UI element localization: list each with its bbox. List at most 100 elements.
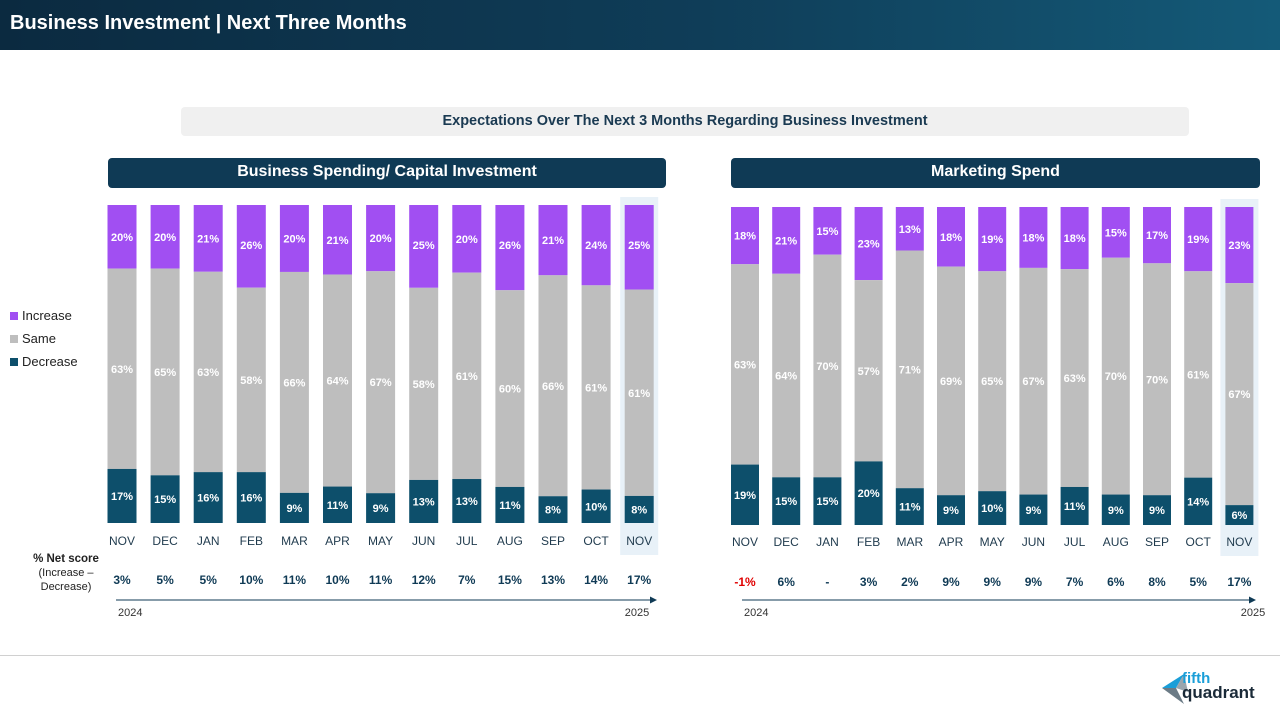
logo-mark-icon <box>1162 674 1188 704</box>
net-score-value: 11% <box>283 573 307 587</box>
bar-same-marketing <box>731 264 759 465</box>
bar-same-business <box>495 290 525 487</box>
net-score-value: 14% <box>584 573 608 587</box>
net-score-value: 7% <box>1066 575 1084 589</box>
data-label-decrease: 11% <box>899 502 921 514</box>
category-label: JUL <box>1064 535 1086 549</box>
bar-increase-marketing <box>731 207 759 265</box>
data-label-decrease: 11% <box>499 500 521 512</box>
data-label-same: 64% <box>326 376 348 388</box>
net-score-value: 10% <box>325 573 349 587</box>
bar-same-business <box>409 287 439 480</box>
bar-same-marketing <box>1060 269 1089 487</box>
panel-title-business-spending: Business Spending/ Capital Investment <box>108 158 666 188</box>
data-label-increase: 20% <box>456 234 478 246</box>
data-label-decrease: 9% <box>1025 505 1041 517</box>
net-score-value: 9% <box>984 575 1002 589</box>
data-label-increase: 18% <box>940 232 962 244</box>
data-label-decrease: 16% <box>240 493 262 505</box>
bar-increase-business <box>409 205 439 288</box>
bar-same-marketing <box>1225 283 1254 506</box>
data-label-increase: 21% <box>775 235 797 247</box>
data-label-decrease: 6% <box>1231 510 1247 522</box>
logo-text-quadrant: quadrant <box>1182 683 1255 702</box>
category-label: MAY <box>368 534 393 548</box>
bar-same-business <box>323 274 352 487</box>
bar-decrease-marketing <box>978 491 1007 525</box>
category-label: SEP <box>1145 535 1169 549</box>
legend-swatch-increase <box>10 311 18 320</box>
data-label-increase: 20% <box>154 232 176 244</box>
bar-same-marketing <box>1143 263 1171 496</box>
data-label-decrease: 16% <box>197 493 219 505</box>
category-label: JUN <box>412 534 435 548</box>
highlight-column-business <box>620 197 659 555</box>
category-label: OCT <box>583 534 609 548</box>
data-label-increase: 25% <box>628 240 650 252</box>
data-label-same: 66% <box>283 377 305 389</box>
bar-increase-business <box>581 205 611 286</box>
net-score-value: 15% <box>498 573 522 587</box>
data-label-decrease: 14% <box>1187 496 1209 508</box>
bar-same-business <box>452 272 482 480</box>
category-label: JAN <box>816 535 839 549</box>
data-label-increase: 19% <box>981 234 1003 246</box>
data-label-increase: 15% <box>1105 227 1127 239</box>
year-end-label: 2025 <box>625 607 649 619</box>
data-label-decrease: 9% <box>1149 505 1165 517</box>
category-label: JUN <box>1022 535 1045 549</box>
bar-same-marketing <box>895 250 924 489</box>
data-label-increase: 21% <box>542 235 564 247</box>
bar-increase-business <box>495 205 525 291</box>
bar-increase-business <box>538 205 568 276</box>
bar-same-business <box>107 268 137 469</box>
bar-decrease-marketing <box>854 461 883 525</box>
bar-same-business <box>366 271 396 494</box>
legend-swatch-decrease <box>10 357 18 366</box>
data-label-increase: 19% <box>1187 234 1209 246</box>
data-label-same: 70% <box>1105 371 1127 383</box>
category-label: MAY <box>980 535 1005 549</box>
bar-decrease-marketing <box>772 477 801 525</box>
bar-same-marketing <box>854 280 883 462</box>
bar-increase-business <box>323 205 352 275</box>
net-score-title: % Net score <box>33 553 99 565</box>
net-score-value: 13% <box>541 573 565 587</box>
bar-decrease-marketing <box>1101 494 1130 525</box>
category-label: APR <box>939 535 964 549</box>
data-label-same: 65% <box>154 367 176 379</box>
chart-subtitle: Expectations Over The Next 3 Months Rega… <box>181 107 1189 136</box>
net-score-value: 7% <box>458 573 476 587</box>
legend-item-increase: Increase <box>10 304 78 327</box>
net-score-value: 2% <box>901 575 919 589</box>
category-label: SEP <box>541 534 565 548</box>
data-label-same: 67% <box>1022 376 1044 388</box>
bar-decrease-business <box>193 472 223 523</box>
legend-item-same: Same <box>10 327 78 350</box>
net-score-label: % Net score (Increase – Decrease) <box>18 552 114 594</box>
bar-decrease-marketing <box>1019 494 1048 525</box>
bar-increase-business <box>624 205 654 290</box>
bar-decrease-marketing <box>813 477 842 525</box>
bar-decrease-business <box>279 492 309 523</box>
net-score-value: 6% <box>778 575 796 589</box>
data-label-same: 58% <box>413 379 435 391</box>
bar-increase-marketing <box>1184 207 1213 272</box>
bar-decrease-marketing <box>1143 495 1171 525</box>
bar-decrease-marketing <box>937 495 965 525</box>
category-label: DEC <box>152 534 178 548</box>
category-label: NOV <box>626 534 652 548</box>
logo-text-fifth: fifth <box>1182 670 1211 687</box>
data-label-decrease: 20% <box>858 488 880 500</box>
footer-divider <box>0 655 1280 656</box>
bar-increase-business <box>366 205 396 272</box>
data-label-decrease: 9% <box>373 503 389 515</box>
bar-same-marketing <box>813 254 842 478</box>
bar-increase-marketing <box>854 207 883 281</box>
data-label-increase: 23% <box>1228 240 1250 252</box>
year-end-label: 2025 <box>1241 607 1265 619</box>
net-score-sublabel: (Increase – Decrease) <box>38 567 94 593</box>
bar-increase-marketing <box>978 207 1007 272</box>
data-label-same: 67% <box>370 377 392 389</box>
legend-label-increase: Increase <box>22 308 72 323</box>
